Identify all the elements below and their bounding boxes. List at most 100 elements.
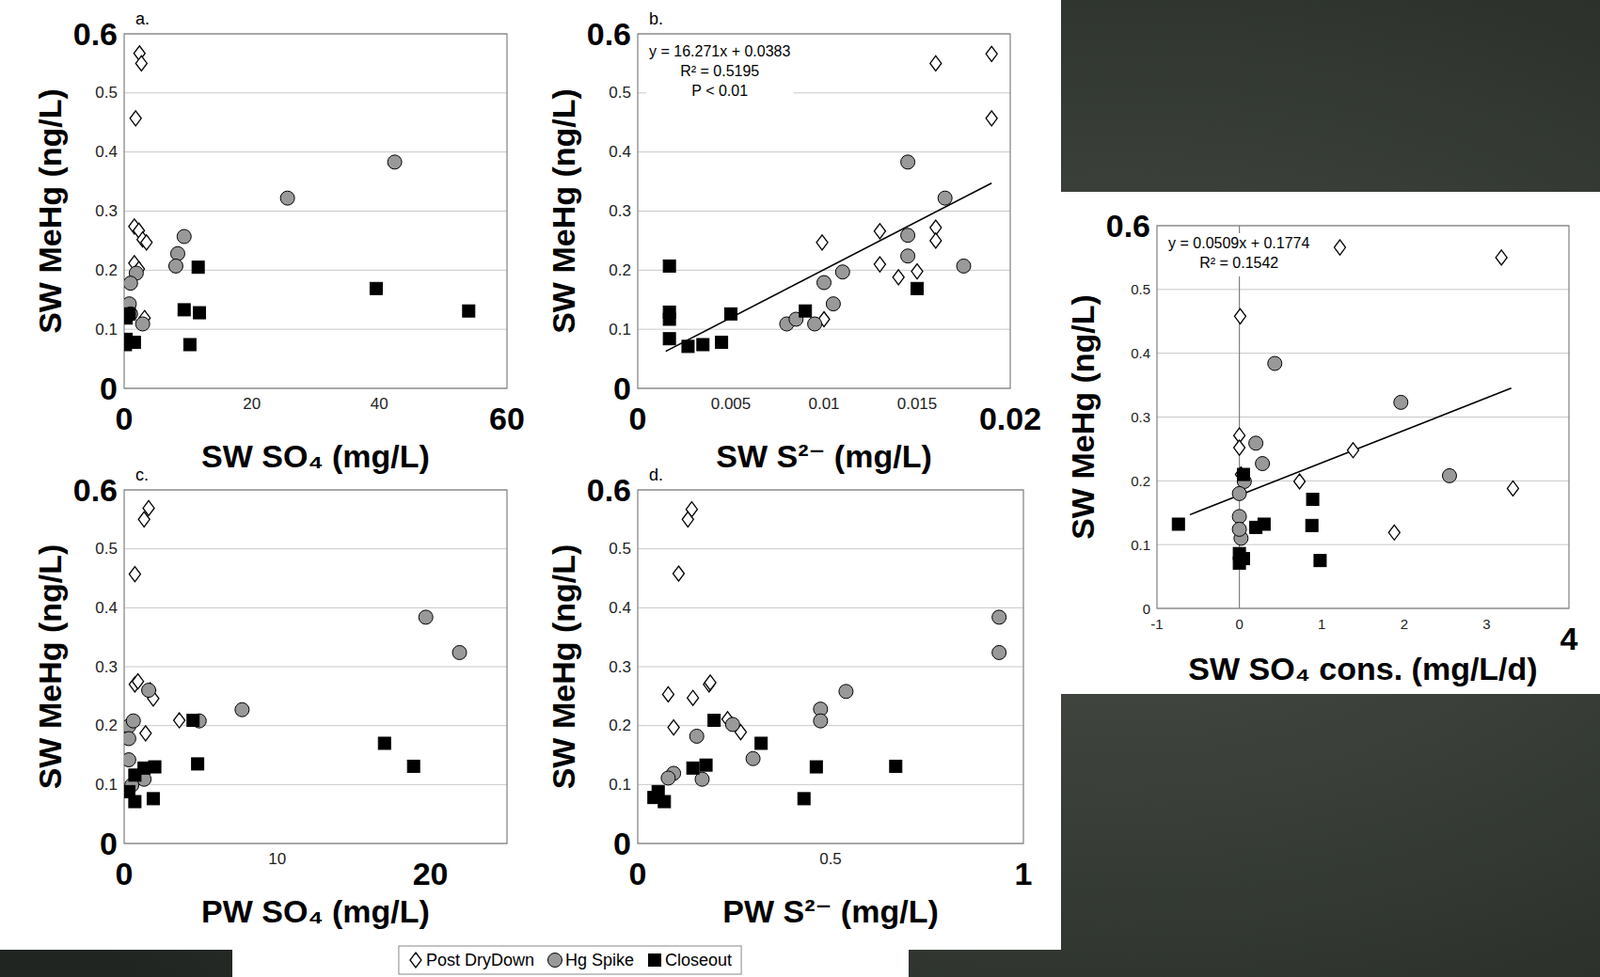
point — [142, 683, 157, 698]
y-tick-label: 0.6 — [586, 472, 632, 508]
point — [956, 258, 971, 273]
grid-line — [637, 210, 1011, 212]
point — [667, 720, 680, 736]
grid-line — [1156, 352, 1569, 354]
plot-frame — [124, 33, 507, 389]
point — [1232, 522, 1247, 537]
point — [681, 340, 695, 353]
point — [992, 610, 1007, 625]
point — [725, 717, 740, 732]
grid-line — [124, 666, 507, 668]
grid-line — [637, 784, 1024, 786]
point — [1495, 250, 1507, 266]
grid-line — [637, 548, 1024, 550]
grid-line — [1156, 544, 1569, 546]
point — [177, 303, 191, 317]
x-tick-label: -1 — [1150, 616, 1163, 633]
y-tick-label: 0.1 — [608, 320, 632, 339]
x-axis-title: PW S²⁻ (mg/L) — [722, 893, 938, 930]
x-tick-label: 0 — [115, 855, 134, 892]
point — [170, 246, 185, 261]
panel: 00.10.20.30.40.50.601020SW MeHg (ng/L)PW… — [31, 465, 507, 930]
annotation: y = 16.271x + 0.0383R² = 0.5195P < 0.01 — [646, 41, 793, 105]
plot-bg — [124, 33, 507, 389]
point — [124, 731, 136, 746]
grid-line — [124, 92, 507, 94]
plot-frame — [1156, 225, 1569, 609]
grid-line — [637, 725, 1024, 727]
side-panel-bg — [1061, 191, 1600, 695]
y-tick-label: 0.1 — [95, 776, 118, 794]
legend-marker — [410, 952, 422, 968]
point — [930, 233, 942, 249]
point — [901, 155, 916, 170]
point — [687, 690, 699, 706]
point — [235, 702, 250, 717]
grid-line — [1156, 480, 1569, 482]
panel-letter: c. — [135, 465, 149, 485]
grid-line — [637, 151, 1011, 153]
annotation-text: y = 0.0509x + 0.1774 — [1168, 235, 1310, 252]
y-tick-label: 0.6 — [1106, 207, 1151, 244]
x-tick-label: 0.5 — [819, 850, 842, 869]
point — [124, 312, 133, 325]
point — [462, 304, 476, 317]
point — [176, 229, 191, 244]
point — [873, 256, 886, 272]
marks — [124, 500, 467, 808]
point — [809, 760, 823, 774]
background — [0, 0, 1600, 977]
point — [807, 316, 823, 332]
y-axis-title: SW MeHg (ng/L) — [31, 544, 68, 791]
point — [661, 771, 676, 786]
point — [187, 714, 200, 728]
point — [124, 338, 132, 351]
y-tick-label: 0.6 — [586, 15, 632, 52]
plot-bg — [124, 490, 507, 844]
point — [1394, 395, 1409, 410]
y-tick-label: 0.6 — [73, 472, 118, 508]
y-tick-label: 0.1 — [608, 776, 632, 794]
legend: Post DryDownHg SpikeCloseout — [398, 946, 742, 975]
grid-line — [1156, 416, 1569, 418]
point — [825, 297, 840, 312]
point — [704, 675, 716, 691]
grid-line — [124, 607, 507, 609]
x-tick-label: 3 — [1482, 616, 1490, 633]
annotation: y = 0.0509x + 0.1774R² = 0.1542 — [1165, 233, 1313, 277]
point — [1267, 356, 1283, 371]
point — [937, 190, 952, 206]
legend-label: Closeout — [665, 950, 732, 970]
y-axis-title: SW MeHg (ng/L) — [1064, 294, 1101, 540]
panel: 00.10.20.30.40.50.600.0050.010.0150.02SW… — [545, 9, 1042, 475]
legend-marker — [649, 954, 662, 967]
grid-line — [124, 784, 507, 786]
point — [183, 338, 196, 351]
legend-marker — [547, 953, 562, 968]
x-tick-label: 20 — [242, 395, 261, 413]
point — [1232, 486, 1247, 501]
point — [911, 282, 924, 295]
point — [452, 645, 467, 660]
point — [1255, 457, 1270, 472]
point — [725, 307, 738, 320]
point — [672, 566, 684, 582]
y-tick-label: 0.2 — [608, 261, 632, 280]
point — [1233, 556, 1246, 570]
point — [191, 758, 205, 771]
plot-frame — [124, 490, 507, 844]
y-tick-label: 0.3 — [95, 202, 118, 221]
y-tick-label: 0.4 — [608, 142, 632, 161]
point — [1305, 519, 1318, 532]
point — [892, 269, 904, 286]
point — [662, 686, 674, 702]
point — [873, 223, 886, 239]
point — [816, 235, 828, 251]
panel: 00.10.20.30.40.50.600.51SW MeHg (ng/L)PW… — [545, 465, 1033, 930]
point — [168, 258, 183, 273]
x-tick-label: 2 — [1400, 616, 1409, 633]
plot-frame — [637, 490, 1024, 844]
x-tick-label: 0 — [115, 400, 134, 437]
trendline — [665, 183, 992, 352]
y-tick-label: 0.2 — [95, 261, 118, 280]
